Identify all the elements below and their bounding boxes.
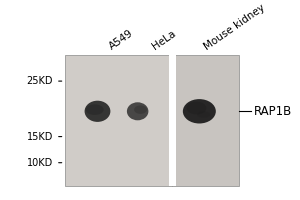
Ellipse shape	[183, 99, 216, 123]
Ellipse shape	[197, 111, 210, 118]
Text: RAP1B: RAP1B	[254, 105, 292, 118]
Bar	[169, 55, 176, 186]
Text: HeLa: HeLa	[151, 28, 178, 52]
Text: 15KD: 15KD	[27, 132, 53, 142]
Ellipse shape	[134, 105, 147, 114]
Text: Mouse kidney: Mouse kidney	[202, 2, 267, 52]
Ellipse shape	[127, 102, 148, 120]
Bar	[172, 55, 239, 186]
Text: 25KD: 25KD	[26, 76, 53, 86]
Ellipse shape	[85, 104, 104, 115]
Bar	[64, 55, 172, 186]
Text: 10KD: 10KD	[27, 158, 53, 168]
Ellipse shape	[187, 102, 206, 114]
Ellipse shape	[85, 101, 110, 122]
Text: A549: A549	[107, 28, 135, 52]
